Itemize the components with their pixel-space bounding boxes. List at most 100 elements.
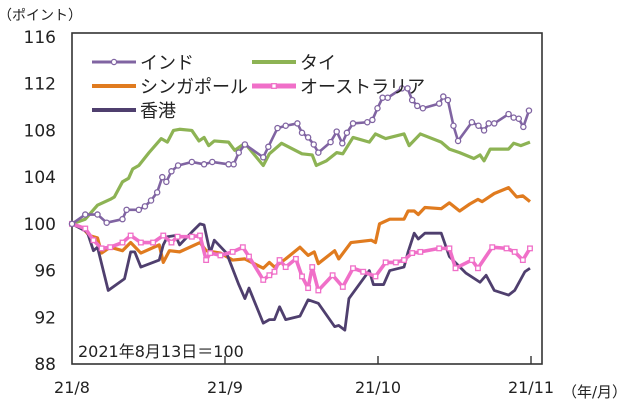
data-point [315,149,322,156]
data-point [94,211,101,218]
legend-item: 香港 [92,101,176,122]
data-point [305,285,312,292]
y-tick-label: 100 [24,215,56,235]
data-point [235,149,243,156]
data-point [274,124,281,132]
x-tick-label: 21/11 [508,378,554,397]
x-tick-label: 21/8 [54,378,90,397]
y-tick-label: 112 [24,75,56,95]
data-point [103,219,110,226]
data-point [225,161,232,168]
legend-label: オーストラリア [300,77,425,98]
y-unit-label: （ポイント） [0,8,82,24]
x-unit-label: （年/月） [562,383,627,401]
data-point [408,96,416,104]
y-tick-label: 96 [34,262,56,282]
data-point [450,122,457,130]
data-point [174,162,182,169]
legend-label: 香港 [140,101,176,122]
data-point [446,245,453,252]
data-point [292,255,299,262]
data-point [468,257,475,264]
series-line [71,222,531,332]
data-point [188,233,195,240]
data-point [315,287,322,294]
data-point [349,120,357,127]
data-point [271,83,277,89]
data-point [282,264,289,271]
data-point [364,119,371,126]
data-point [333,128,340,135]
data-point [207,250,214,257]
data-point [369,116,376,124]
series-3 [69,220,533,294]
data-point [82,211,89,218]
data-point [276,257,283,264]
data-point [137,239,144,246]
data-point [241,141,249,148]
legend-item: タイ [252,53,336,74]
data-point [527,245,533,252]
data-point [271,268,278,275]
data-point [475,265,481,272]
data-point [98,245,105,252]
data-point [489,244,496,251]
data-point [401,257,407,264]
data-point [266,272,273,279]
series-2 [71,186,531,270]
data-point [454,137,462,145]
data-point [339,140,346,147]
data-point [520,123,527,131]
legend-label: インド [140,53,194,74]
data-point [468,119,476,126]
data-point [230,161,237,168]
y-tick-label: 88 [34,355,56,375]
data-point [168,168,175,175]
data-point [150,239,157,246]
data-point [510,114,517,121]
data-point [197,232,203,239]
legend-label: シンガポール [140,77,248,98]
series-1 [71,127,531,226]
data-point [505,110,512,118]
x-tick-label: 21/10 [355,378,401,397]
series-line [71,127,531,226]
data-point [203,257,210,264]
data-point [525,107,533,114]
y-tick-label: 108 [24,121,56,141]
data-point [200,161,208,168]
series-0 [68,85,533,228]
data-point [282,122,289,130]
data-point [384,94,391,101]
series-4 [71,222,531,332]
data-point [141,203,149,210]
data-point [229,248,236,255]
data-point [208,158,216,166]
data-point [298,129,306,137]
data-point [160,232,167,239]
data-point [299,273,305,280]
data-point [163,178,170,186]
data-point [503,245,510,252]
legend-item: インド [92,53,194,74]
data-point [343,129,351,137]
data-point [153,189,161,196]
data-point [294,120,301,127]
data-point [515,115,523,123]
data-point [372,273,379,280]
data-point [485,120,492,127]
data-point [419,104,427,112]
data-point [417,248,424,255]
data-point [168,239,175,246]
data-point [68,220,76,228]
data-point [107,244,114,251]
data-point [188,158,196,166]
data-point [217,252,224,259]
data-point [480,127,488,134]
annotation: 2021年8月13日＝100 [78,342,244,361]
series-line [71,186,531,270]
y-tick-label: 104 [24,168,56,188]
data-point [350,265,356,272]
data-point [382,259,389,266]
